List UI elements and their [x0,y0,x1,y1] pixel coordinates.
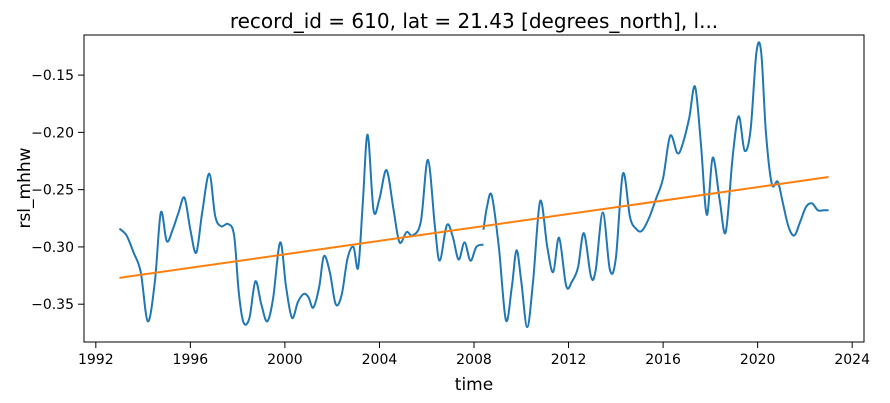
x-tick-label: 2012 [551,352,587,368]
x-axis-label: time [455,375,493,395]
y-tick-label: −0.35 [31,297,74,313]
axes-frame [83,34,865,343]
series-0-line-segment-0 [118,133,484,326]
x-tick-label: 2004 [362,352,398,368]
x-tick-label: 2008 [456,352,492,368]
x-tick-label: 2020 [740,352,776,368]
x-tick-label: 2024 [834,352,870,368]
y-tick-label: −0.15 [31,68,74,84]
x-axis: 1992 1996 2000 2004 2008 2012 2016 2020 2024 [78,342,870,368]
x-tick-label: 1996 [173,352,209,368]
chart-title: record_id = 610, lat = 21.43 [degrees_no… [230,9,718,33]
y-tick-label: −0.20 [31,125,74,141]
x-tick-label: 1992 [78,352,114,368]
plot-area [118,41,829,329]
y-tick-label: −0.25 [31,183,74,199]
x-tick-label: 2000 [267,352,303,368]
y-axis-label: rsl_mhhw [15,147,35,228]
series-1-trend-line [119,176,829,279]
series-0-line-segment-1 [482,41,829,329]
y-axis: −0.35 −0.30 −0.25 −0.20 −0.15 [31,68,84,313]
x-tick-label: 2016 [645,352,681,368]
y-tick-label: −0.30 [31,240,74,256]
